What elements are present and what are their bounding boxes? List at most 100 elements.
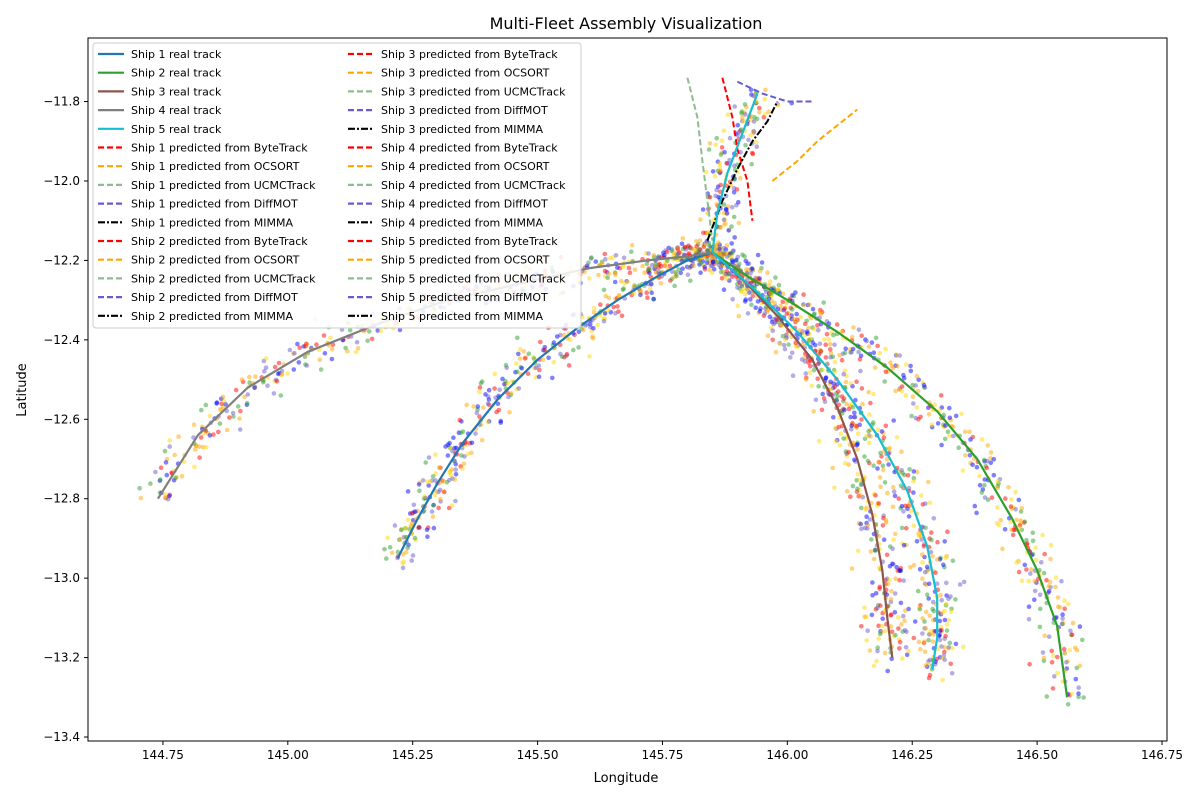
scatter-point bbox=[707, 194, 713, 200]
scatter-point bbox=[247, 374, 252, 380]
scatter-point bbox=[878, 484, 883, 490]
scatter-point bbox=[717, 160, 723, 166]
scatter-point bbox=[896, 496, 901, 501]
scatter-point bbox=[790, 292, 795, 298]
scatter-point bbox=[176, 434, 181, 439]
scatter-point bbox=[807, 370, 813, 375]
scatter-point bbox=[1053, 575, 1059, 580]
scatter-point bbox=[492, 371, 498, 377]
scatter-point bbox=[717, 164, 723, 169]
scatter-point bbox=[203, 402, 209, 408]
scatter-point bbox=[1069, 691, 1074, 697]
scatter-point bbox=[902, 618, 907, 623]
scatter-point bbox=[783, 337, 788, 343]
scatter-point bbox=[504, 365, 510, 371]
scatter-point bbox=[658, 263, 664, 269]
scatter-point bbox=[901, 613, 906, 619]
scatter-point bbox=[819, 407, 825, 413]
scatter-point bbox=[192, 464, 197, 470]
scatter-point bbox=[852, 457, 857, 463]
scatter-point bbox=[948, 594, 953, 599]
scatter-point bbox=[729, 254, 734, 259]
scatter-point bbox=[998, 517, 1004, 523]
scatter-point bbox=[291, 367, 297, 372]
scatter-point bbox=[621, 264, 626, 270]
scatter-point bbox=[882, 650, 888, 656]
scatter-point bbox=[719, 138, 725, 143]
scatter-point bbox=[560, 354, 565, 360]
scatter-point bbox=[786, 342, 791, 347]
scatter-point bbox=[831, 332, 836, 338]
scatter-point bbox=[1065, 601, 1071, 607]
scatter-point bbox=[673, 270, 678, 275]
scatter-point bbox=[890, 484, 896, 490]
scatter-point bbox=[1019, 578, 1025, 583]
scatter-point bbox=[710, 260, 716, 265]
scatter-point bbox=[937, 618, 943, 624]
scatter-point bbox=[982, 482, 987, 488]
scatter-point bbox=[865, 522, 871, 528]
scatter-point bbox=[640, 263, 645, 269]
scatter-point bbox=[918, 534, 923, 540]
scatter-point bbox=[663, 263, 668, 269]
scatter-point bbox=[1055, 595, 1061, 600]
scatter-point bbox=[768, 290, 773, 296]
scatter-point bbox=[576, 345, 581, 350]
scatter-point bbox=[669, 248, 674, 253]
scatter-point bbox=[453, 472, 459, 477]
scatter-point bbox=[405, 545, 410, 551]
scatter-point bbox=[629, 242, 635, 248]
scatter-point bbox=[449, 503, 455, 508]
scatter-point bbox=[926, 675, 932, 681]
scatter-point bbox=[1013, 489, 1018, 495]
scatter-point bbox=[214, 400, 220, 405]
scatter-point bbox=[1037, 606, 1043, 612]
series-lines-layer bbox=[156, 77, 1069, 698]
scatter-point bbox=[865, 526, 870, 531]
scatter-point bbox=[724, 211, 730, 216]
scatter-point bbox=[869, 537, 874, 542]
scatter-point bbox=[517, 346, 523, 352]
scatter-point bbox=[550, 375, 555, 381]
scatter-point bbox=[944, 628, 950, 633]
scatter-point bbox=[873, 335, 879, 341]
scatter-point bbox=[905, 473, 911, 478]
scatter-point bbox=[876, 636, 881, 641]
scatter-point bbox=[875, 645, 880, 650]
scatter-point bbox=[846, 449, 851, 455]
scatter-point bbox=[899, 525, 905, 531]
scatter-point bbox=[474, 410, 480, 416]
scatter-point bbox=[705, 248, 711, 253]
scatter-point bbox=[827, 342, 833, 347]
scatter-point bbox=[460, 466, 465, 471]
scatter-point bbox=[766, 283, 772, 288]
scatter-point bbox=[943, 601, 949, 607]
scatter-point bbox=[749, 266, 755, 271]
scatter-point bbox=[449, 467, 455, 472]
scatter-point bbox=[928, 549, 934, 555]
scatter-point bbox=[1042, 633, 1047, 638]
scatter-point bbox=[789, 307, 795, 312]
legend-entry: Ship 3 predicted from ByteTrack bbox=[381, 48, 558, 61]
scatter-point bbox=[1070, 620, 1076, 626]
legend-box bbox=[92, 42, 582, 329]
scatter-point bbox=[950, 645, 955, 651]
scatter-point bbox=[451, 435, 456, 441]
scatter-point bbox=[1026, 604, 1032, 609]
scatter-point bbox=[462, 454, 467, 459]
scatter-point bbox=[921, 544, 927, 549]
x-axis-ticks: 144.75 145.00 145.25 145.50 145.75 146.00 146.… bbox=[142, 741, 1183, 762]
scatter-point bbox=[276, 360, 282, 366]
scatter-point bbox=[742, 102, 748, 107]
scatter-point bbox=[1014, 517, 1019, 523]
scatter-point bbox=[842, 407, 847, 413]
scatter-point bbox=[972, 503, 978, 509]
scatter-point bbox=[837, 353, 842, 358]
scatter-point bbox=[901, 543, 907, 548]
scatter-point bbox=[729, 274, 735, 280]
scatter-point bbox=[261, 379, 266, 385]
scatter-point bbox=[832, 342, 837, 348]
scatter-point bbox=[942, 436, 948, 442]
scatter-point bbox=[615, 265, 620, 270]
scatter-point bbox=[1062, 606, 1067, 611]
